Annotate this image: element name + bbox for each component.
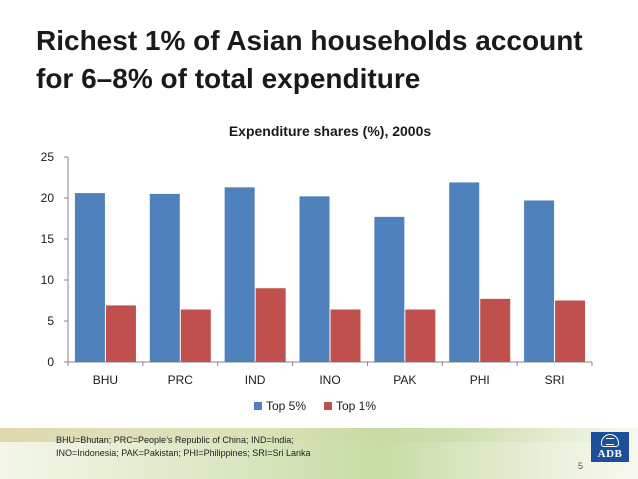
bar-chart: Expenditure shares (%), 2000s 0 5 10 15 20 25…	[41, 123, 593, 413]
legend-swatch-top-1	[324, 402, 332, 410]
legend-label-top-5: Top 5%	[266, 399, 306, 413]
bar-top-5-prc	[149, 193, 180, 362]
y-tick-label: 0	[47, 355, 54, 369]
y-tick-label: 5	[47, 314, 54, 328]
bar-top-1-phi	[480, 298, 511, 362]
page-number: 5	[578, 461, 584, 471]
bar-top-5-bhu	[74, 193, 105, 362]
footnote-line-2: INO=Indonesia; PAK=Pakistan; PHI=Philipp…	[56, 448, 311, 458]
adb-seal-icon	[601, 434, 619, 447]
y-tick-label: 25	[41, 150, 55, 164]
bar-top-5-pak	[374, 216, 405, 362]
bar-top-5-ind	[224, 187, 255, 362]
x-tick-label-phi: PHI	[470, 373, 490, 387]
slide-title: Richest 1% of Asian households account f…	[36, 22, 616, 98]
x-tick-label-bhu: BHU	[93, 373, 118, 387]
bar-top-1-sri	[555, 300, 586, 362]
bar-top-1-ino	[330, 309, 361, 362]
country-abbreviation-footnote: BHU=Bhutan; PRC=People’s Republic of Chi…	[56, 434, 456, 460]
legend-swatch-top-5	[254, 402, 262, 410]
adb-logo: ADB	[591, 432, 629, 462]
bar-top-5-sri	[524, 200, 555, 362]
y-tick-label: 10	[41, 273, 55, 287]
y-tick-label: 15	[41, 232, 55, 246]
bar-top-5-ino	[299, 196, 330, 362]
footnote-line-1: BHU=Bhutan; PRC=People’s Republic of Chi…	[56, 435, 294, 445]
x-tick-label-pak: PAK	[393, 373, 416, 387]
adb-wordmark: ADB	[597, 448, 623, 460]
slide-title-line-1: Richest 1% of Asian households account	[36, 25, 583, 56]
x-tick-label-ind: IND	[245, 373, 266, 387]
slide-title-line-2: for 6–8% of total expenditure	[36, 63, 421, 94]
chart-title: Expenditure shares (%), 2000s	[229, 123, 432, 139]
x-tick-label-prc: PRC	[168, 373, 194, 387]
bar-top-1-prc	[180, 309, 211, 362]
footer-band	[0, 428, 638, 479]
legend-label-top-1: Top 1%	[336, 399, 376, 413]
bar-top-1-bhu	[105, 305, 136, 362]
x-tick-label-sri: SRI	[545, 373, 565, 387]
x-tick-label-ino: INO	[319, 373, 340, 387]
bar-top-5-phi	[449, 182, 480, 362]
bar-top-1-pak	[405, 309, 436, 362]
y-tick-label: 20	[41, 191, 55, 205]
bar-top-1-ind	[255, 288, 286, 362]
